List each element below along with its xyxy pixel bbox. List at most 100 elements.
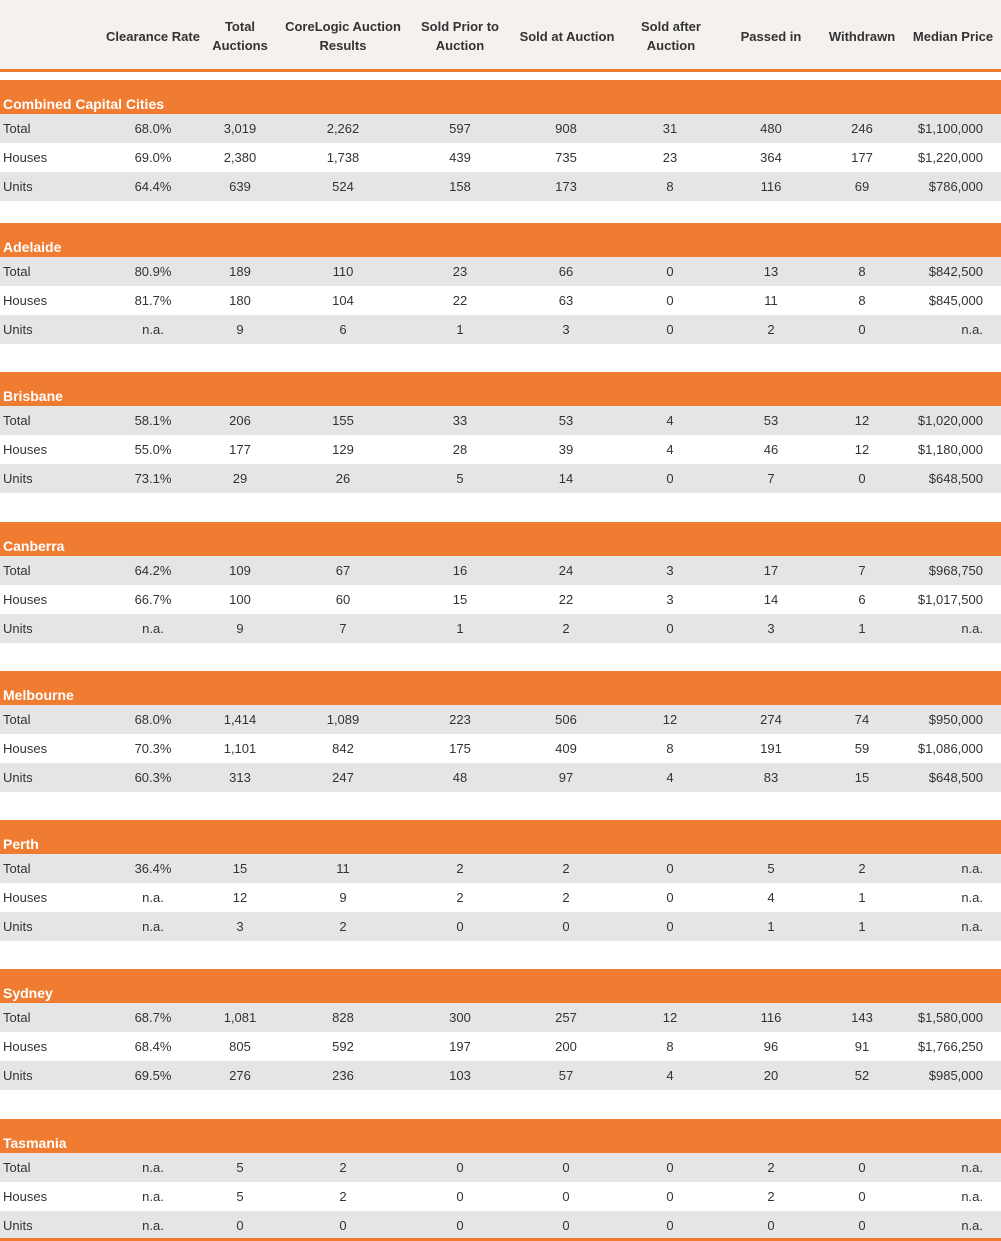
cell-withdrawn: 69: [854, 179, 870, 194]
cell-sold-after: 3: [666, 563, 674, 578]
table-row: Houses 70.3% 1,101 842 175 409 8 191 59 $1,086,00…: [0, 734, 1001, 763]
row-label: Units: [3, 621, 33, 636]
cell-sold-prior: 48: [452, 770, 468, 785]
cell-passed-in: 3: [767, 621, 775, 636]
cell-total-auctions: 29: [232, 471, 248, 486]
cell-total-auctions: 1,101: [223, 741, 257, 756]
cell-total-auctions: 206: [229, 413, 251, 428]
row-label: Total: [3, 563, 31, 578]
cell-passed-in: 96: [763, 1039, 779, 1054]
cell-sold-prior: 300: [449, 1010, 471, 1025]
cell-sold-prior: 158: [449, 179, 471, 194]
cell-median-price: $1,580,000: [917, 1010, 983, 1025]
section-title: Tasmania: [3, 1135, 67, 1151]
cell-median-price: n.a.: [961, 919, 983, 934]
cell-sold-at-auction: 66: [558, 264, 574, 279]
cell-corelogic-results: 67: [335, 563, 351, 578]
cell-withdrawn: 7: [858, 563, 866, 578]
cell-median-price: $786,000: [928, 179, 983, 194]
cell-total-auctions: 1,414: [223, 712, 257, 727]
cell-clearance-rate: n.a.: [142, 1160, 164, 1175]
cell-total-auctions: 0: [236, 1218, 244, 1233]
cell-sold-after: 31: [662, 121, 678, 136]
cell-sold-at-auction: 2: [562, 890, 570, 905]
cell-total-auctions: 180: [229, 293, 251, 308]
cell-sold-at-auction: 53: [558, 413, 574, 428]
cell-withdrawn: 0: [858, 1160, 866, 1175]
cell-withdrawn: 0: [858, 1189, 866, 1204]
cell-sold-after: 0: [666, 861, 674, 876]
cell-clearance-rate: n.a.: [142, 1189, 164, 1204]
cell-total-auctions: 5: [236, 1160, 244, 1175]
row-label: Total: [3, 861, 31, 876]
cell-passed-in: 364: [760, 150, 782, 165]
section-title: Perth: [3, 836, 39, 852]
cell-corelogic-results: 60: [335, 592, 351, 607]
cell-corelogic-results: 1,738: [326, 150, 360, 165]
cell-sold-prior: 15: [452, 592, 468, 607]
cell-median-price: $1,180,000: [917, 442, 983, 457]
table-row: Total 68.0% 1,414 1,089 223 506 12 274 74 $950,00…: [0, 705, 1001, 734]
cell-clearance-rate: 69.0%: [134, 150, 172, 165]
column-header-passed-in: Passed in: [740, 28, 802, 44]
cell-median-price: $1,086,000: [917, 741, 983, 756]
cell-total-auctions: 189: [229, 264, 251, 279]
cell-sold-prior: 0: [456, 1189, 464, 1204]
column-header-sold-prior: Sold Prior to Auction: [421, 19, 499, 53]
section-title: Brisbane: [3, 388, 63, 404]
cell-clearance-rate: 68.4%: [134, 1039, 172, 1054]
bottom-rule: [0, 1238, 1001, 1241]
row-label: Total: [3, 264, 31, 279]
cell-total-auctions: 12: [232, 890, 248, 905]
table-row: Total 36.4% 15 11 2 2 0 5 2 n.a.: [0, 854, 1001, 883]
cell-total-auctions: 109: [229, 563, 251, 578]
cell-sold-at-auction: 0: [562, 919, 570, 934]
cell-corelogic-results: 9: [339, 890, 347, 905]
cell-clearance-rate: 68.7%: [134, 1010, 172, 1025]
cell-sold-prior: 2: [456, 890, 464, 905]
cell-corelogic-results: 104: [332, 293, 354, 308]
cell-clearance-rate: 70.3%: [134, 741, 172, 756]
row-label: Units: [3, 1218, 33, 1233]
section-title: Adelaide: [3, 239, 62, 255]
cell-median-price: n.a.: [961, 322, 983, 337]
cell-sold-at-auction: 0: [562, 1160, 570, 1175]
cell-withdrawn: 12: [854, 442, 870, 457]
section-header: Brisbane: [0, 372, 1001, 406]
cell-sold-at-auction: 735: [555, 150, 577, 165]
cell-total-auctions: 805: [229, 1039, 251, 1054]
cell-sold-at-auction: 63: [558, 293, 574, 308]
table-row: Total 58.1% 206 155 33 53 4 53 12 $1,020,000: [0, 406, 1001, 435]
cell-total-auctions: 1,081: [223, 1010, 257, 1025]
cell-withdrawn: 91: [854, 1039, 870, 1054]
cell-median-price: n.a.: [961, 890, 983, 905]
column-header-sold-at-auction: Sold at Auction: [519, 28, 615, 44]
cell-sold-after: 0: [666, 890, 674, 905]
cell-clearance-rate: n.a.: [142, 1218, 164, 1233]
cell-clearance-rate: n.a.: [142, 919, 164, 934]
cell-median-price: n.a.: [961, 861, 983, 876]
cell-sold-at-auction: 3: [562, 322, 570, 337]
cell-passed-in: 7: [767, 471, 775, 486]
cell-passed-in: 116: [760, 1010, 782, 1025]
cell-passed-in: 4: [767, 890, 775, 905]
section-header: Melbourne: [0, 671, 1001, 705]
table-row: Total 64.2% 109 67 16 24 3 17 7 $968,750: [0, 556, 1001, 585]
cell-median-price: n.a.: [961, 1218, 983, 1233]
table-row: Houses n.a. 12 9 2 2 0 4 1 n.a.: [0, 883, 1001, 912]
cell-clearance-rate: 64.4%: [134, 179, 172, 194]
cell-sold-prior: 439: [449, 150, 471, 165]
cell-passed-in: 11: [764, 293, 778, 308]
row-label: Total: [3, 413, 31, 428]
cell-passed-in: 20: [763, 1068, 779, 1083]
cell-sold-prior: 22: [452, 293, 468, 308]
table-row: Units n.a. 0 0 0 0 0 0 0 n.a.: [0, 1211, 1001, 1240]
cell-passed-in: 274: [760, 712, 782, 727]
cell-clearance-rate: n.a.: [142, 621, 164, 636]
cell-passed-in: 1: [767, 919, 775, 934]
cell-passed-in: 116: [760, 179, 782, 194]
section-header: Tasmania: [0, 1119, 1001, 1153]
cell-corelogic-results: 0: [339, 1218, 347, 1233]
section-header: Adelaide: [0, 223, 1001, 257]
cell-clearance-rate: 80.9%: [134, 264, 172, 279]
